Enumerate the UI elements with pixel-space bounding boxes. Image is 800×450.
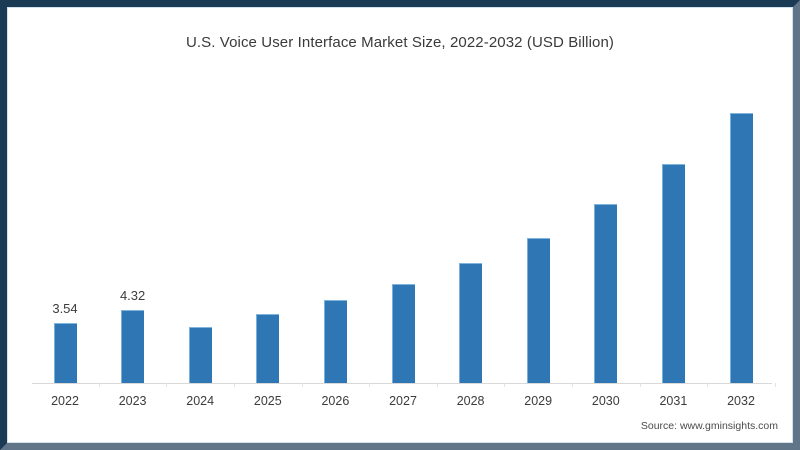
x-tick-2031: [707, 383, 709, 387]
x-label-2026: 2026: [321, 394, 350, 408]
x-label-2024: 2024: [186, 394, 215, 408]
x-tick-2023: [166, 383, 168, 387]
x-tick-2029: [572, 383, 573, 387]
x-label-2030: 2030: [591, 394, 620, 408]
x-label-2028: 2028: [456, 394, 485, 408]
bar-2028: [459, 263, 483, 383]
x-tick-2027: [436, 383, 438, 387]
chart-title: U.S. Voice User Interface Market Size, 2…: [185, 34, 615, 51]
x-label-2031: 2031: [659, 394, 688, 408]
x-label-2032: 2032: [727, 394, 755, 408]
x-label-2027: 2027: [389, 394, 417, 408]
x-tick-2024: [234, 383, 235, 387]
bar-2022: [53, 323, 77, 383]
x-tick-2022: [98, 383, 100, 387]
x-label-2023: 2023: [118, 394, 147, 408]
bar-2027: [391, 283, 415, 383]
bar-2030: [594, 204, 618, 383]
bar-2023: [121, 310, 145, 383]
bar-label-2022: 3.54: [52, 301, 78, 317]
bar-2024: [188, 327, 212, 383]
x-tick-2025: [301, 383, 303, 387]
x-label-2025: 2025: [253, 394, 282, 408]
source-attribution: Source: www.gminsights.com: [640, 420, 778, 432]
x-tick-2026: [369, 383, 371, 387]
bar-2026: [323, 300, 347, 383]
x-tick-2030: [639, 383, 641, 387]
bar-2025: [256, 313, 280, 383]
bar-label-2023: 4.32: [119, 288, 146, 304]
bar-2032: [729, 113, 753, 383]
x-tick-2028: [504, 383, 506, 387]
x-tick-2032: [774, 383, 776, 387]
x-label-2022: 2022: [51, 394, 79, 408]
x-axis-line: [32, 383, 772, 384]
bar-2029: [526, 238, 550, 383]
x-label-2029: 2029: [524, 394, 553, 408]
bar-2031: [661, 164, 685, 383]
